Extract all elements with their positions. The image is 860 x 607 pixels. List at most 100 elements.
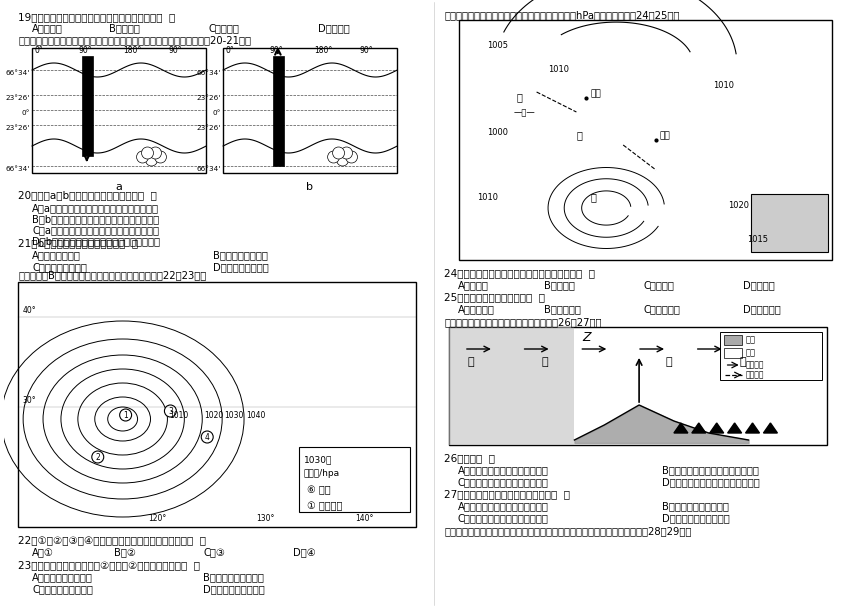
Text: D．b图表示北半球夏季、亚欧大陆形成低气压: D．b图表示北半球夏季、亚欧大陆形成低气压 bbox=[32, 236, 160, 246]
Text: 66°34': 66°34' bbox=[6, 70, 30, 76]
Text: B．b图表示北半球冬季、亚欧大陆形成高气压: B．b图表示北半球冬季、亚欧大陆形成高气压 bbox=[32, 214, 159, 224]
Circle shape bbox=[164, 405, 176, 417]
Bar bbox=[298, 447, 410, 512]
Text: 1: 1 bbox=[123, 410, 128, 419]
Text: 90°: 90° bbox=[359, 46, 373, 55]
Circle shape bbox=[336, 154, 348, 166]
Text: 1010: 1010 bbox=[713, 81, 734, 90]
Text: 下图为非洲西部局部大气环流示意图，完成26～27题。: 下图为非洲西部局部大气环流示意图，完成26～27题。 bbox=[444, 317, 601, 327]
Text: 30°: 30° bbox=[22, 396, 36, 405]
Bar bbox=[720, 332, 822, 380]
Text: 66°34': 66°34' bbox=[6, 166, 30, 172]
Text: 丙: 丙 bbox=[666, 357, 673, 367]
Text: B．泥盆系: B．泥盆系 bbox=[108, 23, 139, 33]
Text: ① 观测点位: ① 观测点位 bbox=[307, 501, 342, 511]
Text: 23°26': 23°26' bbox=[6, 125, 30, 131]
Text: a: a bbox=[115, 182, 122, 192]
Text: 丁: 丁 bbox=[740, 357, 746, 367]
Polygon shape bbox=[674, 423, 688, 433]
Text: 66°34': 66°34' bbox=[197, 70, 221, 76]
Text: A．极地高气压带: A．极地高气压带 bbox=[32, 250, 81, 260]
Text: 23°26': 23°26' bbox=[6, 95, 30, 101]
Text: 180°: 180° bbox=[124, 46, 142, 55]
Text: B．长江中下游伏旱天气: B．长江中下游伏旱天气 bbox=[662, 501, 729, 511]
Text: 4: 4 bbox=[205, 433, 210, 441]
Text: 25．此时北京的天气状况是（  ）: 25．此时北京的天气状况是（ ） bbox=[444, 292, 545, 302]
Text: C．a图表示北半球夏季、亚欧大陆形成低气压: C．a图表示北半球夏季、亚欧大陆形成低气压 bbox=[32, 225, 159, 235]
Text: B．副极地低气压带: B．副极地低气压带 bbox=[213, 250, 268, 260]
Text: A．a图表示南半球冬季、亚欧大陆形成高气压: A．a图表示南半球冬季、亚欧大陆形成高气压 bbox=[32, 203, 159, 213]
Text: C．③: C．③ bbox=[203, 547, 225, 557]
Text: D．西南风转为东北风: D．西南风转为东北风 bbox=[203, 584, 265, 594]
Text: 1010: 1010 bbox=[549, 65, 569, 74]
Text: 2: 2 bbox=[95, 452, 100, 461]
Text: B．乙暖锋: B．乙暖锋 bbox=[544, 280, 574, 290]
Bar bbox=[18, 282, 416, 527]
Text: C．丙冷锋: C．丙冷锋 bbox=[643, 280, 674, 290]
Text: D．寒风刺骨: D．寒风刺骨 bbox=[742, 304, 780, 314]
Text: 24．四地中形成锋面且锋面类型描述正确的是（  ）: 24．四地中形成锋面且锋面类型描述正确的是（ ） bbox=[444, 268, 595, 278]
Text: 20．关于a、b两图，下列说法正确的是（  ）: 20．关于a、b两图，下列说法正确的是（ ） bbox=[18, 190, 157, 200]
Text: 0°: 0° bbox=[22, 110, 30, 116]
Text: 23°26': 23°26' bbox=[197, 95, 221, 101]
Text: D．丁冷锋: D．丁冷锋 bbox=[742, 280, 774, 290]
Polygon shape bbox=[728, 423, 741, 433]
Text: 陆地: 陆地 bbox=[746, 348, 756, 358]
Bar bbox=[723, 348, 741, 358]
Text: D．副热带高气压带: D．副热带高气压带 bbox=[213, 262, 269, 272]
Text: 1030～: 1030～ bbox=[304, 455, 332, 464]
Bar bbox=[751, 194, 828, 252]
Text: 3: 3 bbox=[168, 407, 173, 416]
Text: C．石炭系: C．石炭系 bbox=[208, 23, 239, 33]
Text: A．东北风转为西南风: A．东北风转为西南风 bbox=[32, 572, 93, 582]
Text: 0°: 0° bbox=[34, 46, 43, 55]
Text: A．志留系: A．志留系 bbox=[32, 23, 63, 33]
Text: 90°: 90° bbox=[169, 46, 182, 55]
Circle shape bbox=[201, 431, 213, 443]
Text: 下图是以地为中心的某半球气压带、风带分布示意图（箭头表示风向），完成28～29题。: 下图是以地为中心的某半球气压带、风带分布示意图（箭头表示风向），完成28～29题… bbox=[444, 526, 691, 536]
Text: 22．①、②、③、④四处中，天气状况为狂风暴雨的是（  ）: 22．①、②、③、④四处中，天气状况为狂风暴雨的是（ ） bbox=[18, 535, 206, 545]
Circle shape bbox=[137, 151, 149, 163]
Text: 19．在丙处垂直钻探取芯，不可能发现的地层是（  ）: 19．在丙处垂直钻探取芯，不可能发现的地层是（ ） bbox=[18, 12, 175, 22]
Bar bbox=[82, 56, 93, 156]
Text: 1010: 1010 bbox=[477, 193, 498, 202]
Text: 1020: 1020 bbox=[204, 410, 224, 419]
Text: 26．图中（  ）: 26．图中（ ） bbox=[444, 453, 495, 463]
Text: b: b bbox=[306, 182, 313, 192]
Text: C．副极地高气压带: C．副极地高气压带 bbox=[32, 262, 87, 272]
Circle shape bbox=[341, 147, 353, 159]
Bar bbox=[32, 48, 206, 173]
Text: 27．图示季节，最可能出现的现象有（  ）: 27．图示季节，最可能出现的现象有（ ） bbox=[444, 489, 570, 499]
Text: A．晴朗少云: A．晴朗少云 bbox=[458, 304, 494, 314]
Text: 丙: 丙 bbox=[517, 92, 523, 102]
Text: 下图为某时间某区域海平面等压线分布图（单位：hPa）。读图，完成24～25题。: 下图为某时间某区域海平面等压线分布图（单位：hPa）。读图，完成24～25题。 bbox=[444, 10, 679, 20]
Text: 23°26': 23°26' bbox=[197, 125, 221, 131]
Text: 等压线/hpa: 等压线/hpa bbox=[304, 469, 340, 478]
Text: 1005: 1005 bbox=[487, 41, 508, 50]
Text: —丁—: —丁— bbox=[513, 108, 536, 117]
Text: D．查干湖正在进行冬捕: D．查干湖正在进行冬捕 bbox=[662, 513, 730, 523]
Text: 140°: 140° bbox=[355, 514, 373, 523]
Text: 180°: 180° bbox=[315, 46, 333, 55]
Text: D．第四系: D．第四系 bbox=[317, 23, 349, 33]
Text: 乙: 乙 bbox=[576, 130, 582, 140]
Text: 90°: 90° bbox=[270, 46, 284, 55]
Text: C．西北风转为东南风: C．西北风转为东南风 bbox=[32, 584, 93, 594]
Circle shape bbox=[92, 451, 104, 463]
Text: A．丙风向形成受地转偏向力影响: A．丙风向形成受地转偏向力影响 bbox=[458, 465, 549, 475]
Circle shape bbox=[145, 154, 157, 166]
Text: 90°: 90° bbox=[79, 46, 93, 55]
Text: 21．b图中空气柱切断的气压带是（  ）: 21．b图中空气柱切断的气压带是（ ） bbox=[18, 238, 138, 248]
Text: 66°34': 66°34' bbox=[197, 166, 221, 172]
Text: 0°: 0° bbox=[212, 110, 221, 116]
Text: C．甲气带的风向有明显季节变化: C．甲气带的风向有明显季节变化 bbox=[458, 477, 549, 487]
Polygon shape bbox=[764, 423, 777, 433]
Circle shape bbox=[150, 147, 162, 159]
Text: 40°: 40° bbox=[22, 306, 36, 315]
Text: D．④: D．④ bbox=[292, 547, 316, 557]
Text: B．大雨倾盆: B．大雨倾盆 bbox=[544, 304, 580, 314]
Bar bbox=[449, 327, 827, 445]
Text: B．东南风转为西北风: B．东南风转为西北风 bbox=[203, 572, 264, 582]
Text: A．甲冷锋: A．甲冷锋 bbox=[458, 280, 488, 290]
Text: D．丁风带为大陆西岸带来充足水汽: D．丁风带为大陆西岸带来充足水汽 bbox=[662, 477, 759, 487]
